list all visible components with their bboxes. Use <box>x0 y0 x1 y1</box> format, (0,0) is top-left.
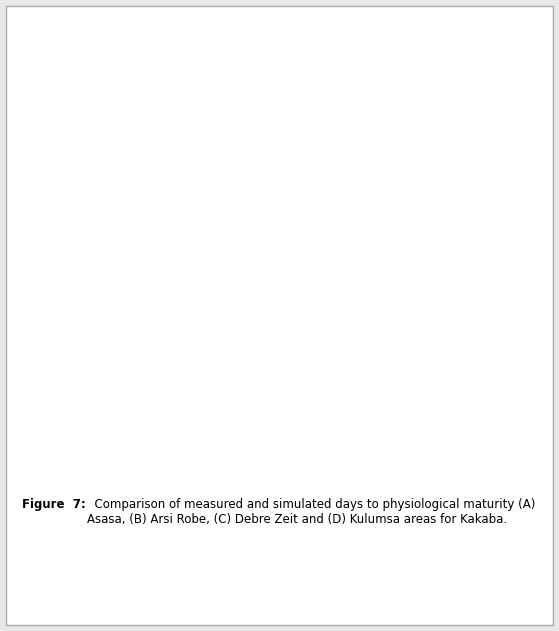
Point <box>119 180 127 190</box>
Text: (A): (A) <box>230 18 247 28</box>
Text: y = 0.9865x + 1.7432: y = 0.9865x + 1.7432 <box>401 136 510 146</box>
Point <box>102 451 111 461</box>
Point <box>169 386 178 396</box>
Text: R² = 0.8711: R² = 0.8711 <box>76 46 135 56</box>
X-axis label: Observed days: Observed days <box>402 229 481 239</box>
Point <box>186 320 195 330</box>
Text: Comparison of measured and simulated days to physiological maturity (A) Asasa, (: Comparison of measured and simulated day… <box>87 498 535 526</box>
Text: R² = 0.9292: R² = 0.9292 <box>357 436 416 445</box>
Point <box>437 386 446 396</box>
Text: y = 2.1667x - 130.17: y = 2.1667x - 130.17 <box>116 424 221 434</box>
Text: R² = 0.8711: R² = 0.8711 <box>116 444 176 454</box>
X-axis label: Observed days: Observed days <box>402 509 481 519</box>
Text: Figure  7:: Figure 7: <box>22 498 86 512</box>
Y-axis label: Simulated days: Simulated days <box>304 350 314 431</box>
Y-axis label: Simulated days: Simulated days <box>18 71 29 151</box>
Point <box>362 453 371 463</box>
Point <box>145 155 154 165</box>
Y-axis label: Simulated days: Simulated days <box>18 350 29 431</box>
X-axis label: Observed days: Observed days <box>117 509 196 519</box>
Point <box>523 287 532 297</box>
Text: R² = 0.8374: R² = 0.8374 <box>401 156 461 166</box>
Point <box>179 86 188 97</box>
Text: (C): (C) <box>230 298 247 308</box>
Y-axis label: Simulated days: Simulated days <box>304 71 314 151</box>
Point <box>387 441 396 451</box>
X-axis label: Observed days: Observed days <box>117 229 196 239</box>
Point <box>462 57 471 67</box>
Point <box>362 180 371 190</box>
Text: (B): (B) <box>516 18 532 28</box>
Text: (D): (D) <box>515 298 532 308</box>
Point <box>437 81 446 91</box>
Text: y = 1.2321x - 25.643: y = 1.2321x - 25.643 <box>357 416 462 426</box>
Point <box>85 435 94 445</box>
Point <box>487 57 496 67</box>
Point <box>487 336 496 346</box>
Point <box>233 25 241 35</box>
Point <box>169 402 178 412</box>
Point <box>125 180 134 190</box>
Text: y = 0.8041x + 23.454: y = 0.8041x + 23.454 <box>76 27 185 36</box>
Point <box>462 106 471 116</box>
